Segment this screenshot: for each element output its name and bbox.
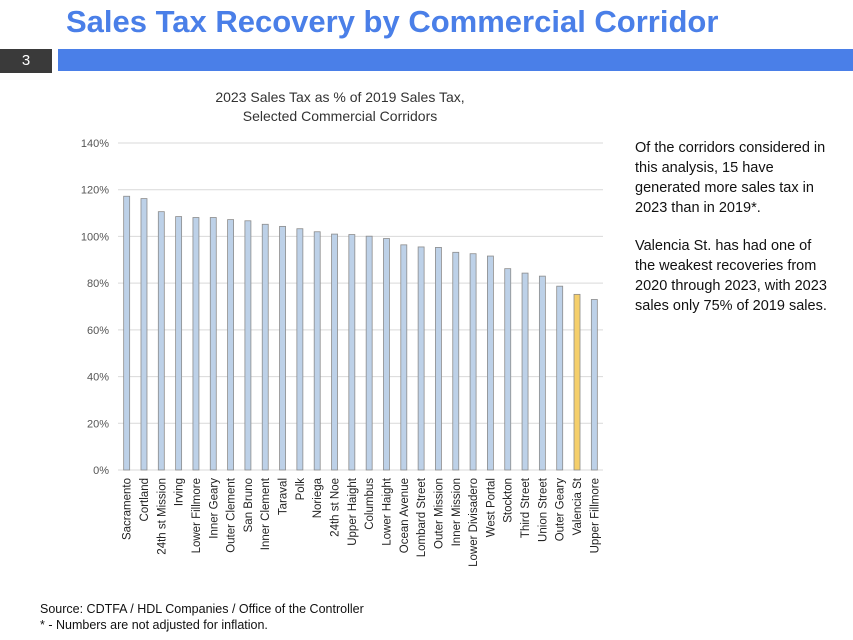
bar-chart: 2023 Sales Tax as % of 2019 Sales Tax, S…: [81, 89, 603, 567]
bar: [227, 219, 234, 471]
bar: [261, 223, 269, 471]
chart-subtitle: Selected Commercial Corridors: [243, 108, 438, 124]
y-tick-label: 40%: [87, 372, 109, 384]
x-tick-label: West Portal: [485, 478, 497, 537]
bar: [331, 233, 338, 471]
commentary-paragraph: Valencia St. has had one of the weakest …: [635, 238, 827, 314]
commentary-paragraph: Of the corridors considered in this anal…: [635, 140, 826, 216]
x-tick-label: Outer Geary: [555, 478, 567, 542]
x-tick-label: Upper Fillmore: [589, 478, 601, 553]
bar: [521, 272, 529, 471]
bar: [452, 251, 460, 471]
bar: [209, 217, 217, 471]
chart-title: 2023 Sales Tax as % of 2019 Sales Tax,: [215, 89, 464, 105]
bar: [487, 255, 494, 471]
bar: [469, 253, 477, 471]
bar: [504, 268, 512, 471]
bar: [313, 231, 321, 471]
footnote: * - Numbers are not adjusted for inflati…: [40, 618, 268, 632]
bar: [573, 293, 581, 471]
bar: [244, 220, 252, 471]
commentary: Of the corridors considered in this anal…: [635, 138, 835, 334]
y-tick-label: 140%: [81, 138, 109, 150]
bar: [175, 216, 183, 471]
x-tick-label: Lombard Street: [416, 477, 428, 557]
source-note: Source: CDTFA / HDL Companies / Office o…: [40, 602, 364, 616]
bar: [140, 198, 148, 471]
x-tick-label: Noriega: [312, 477, 324, 518]
footer: Source: CDTFA / HDL Companies / Office o…: [40, 601, 364, 633]
slide-title: Sales Tax Recovery by Commercial Corrido…: [66, 4, 719, 39]
x-tick-label: Upper Haight: [347, 477, 359, 546]
bar: [400, 244, 408, 471]
bar: [123, 195, 131, 471]
y-tick-label: 60%: [87, 325, 109, 337]
bar: [417, 246, 425, 471]
x-tick-label: Stockton: [503, 478, 515, 523]
x-tick-label: Outer Clement: [226, 477, 238, 553]
x-tick-label: Inner Mission: [451, 478, 463, 546]
bar: [279, 225, 286, 471]
x-tick-label: Lower Divisadero: [468, 478, 480, 567]
bar: [296, 228, 304, 471]
x-tick-label: 24th st Noe: [330, 478, 342, 537]
page-number: 3: [0, 49, 52, 73]
x-tick-label: Lower Fillmore: [191, 478, 203, 553]
x-tick-label: Outer Mission: [433, 478, 445, 549]
y-tick-label: 120%: [81, 185, 109, 197]
x-tick-label: 24th st Mission: [156, 478, 168, 555]
x-tick-label: Inner Geary: [208, 478, 220, 539]
bar: [538, 275, 546, 471]
x-tick-label: Sacramento: [122, 478, 134, 540]
bar: [590, 299, 598, 471]
y-tick-label: 0%: [93, 465, 109, 477]
x-tick-label: Columbus: [364, 478, 376, 530]
x-tick-label: Ocean Avenue: [399, 478, 411, 553]
bar: [435, 247, 442, 471]
x-tick-label: Cortland: [139, 478, 151, 521]
title-band: [58, 49, 853, 71]
bar: [157, 211, 165, 471]
bar: [348, 234, 356, 471]
x-tick-label: San Bruno: [243, 478, 255, 532]
x-tick-label: Taraval: [278, 478, 290, 515]
bar: [365, 235, 373, 471]
y-tick-label: 20%: [87, 418, 109, 430]
x-tick-label: Lower Haight: [381, 477, 393, 546]
x-tick-label: Third Street: [520, 477, 532, 538]
x-tick-label: Union Street: [537, 477, 549, 542]
y-tick-label: 80%: [87, 278, 109, 290]
x-tick-label: Irving: [174, 478, 186, 506]
x-tick-label: Polk: [295, 478, 307, 501]
bar: [383, 238, 390, 471]
x-tick-label: Valencia St: [572, 477, 584, 535]
y-tick-label: 100%: [81, 231, 109, 243]
bar: [556, 285, 564, 471]
x-tick-label: Inner Clement: [260, 477, 272, 550]
bar: [192, 217, 200, 471]
